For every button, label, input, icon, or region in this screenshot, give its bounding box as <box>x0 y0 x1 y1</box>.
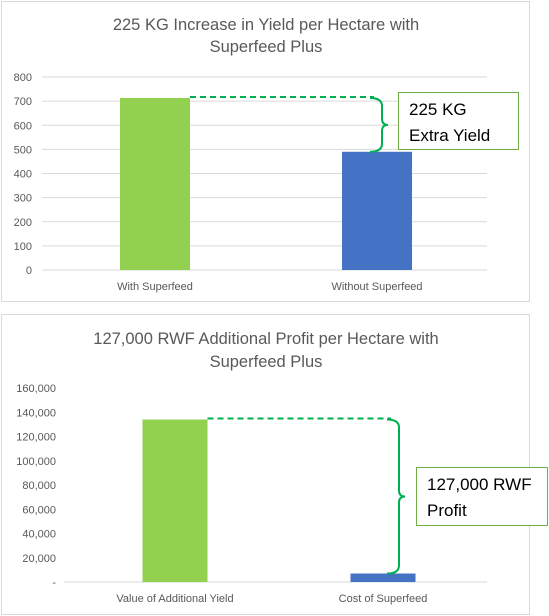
y-tick-label: 100,000 <box>16 456 56 468</box>
bar <box>142 419 208 582</box>
y-tick-label: 140,000 <box>16 407 56 419</box>
callout-line-1: 225 KG <box>409 100 467 119</box>
profit-chart-panel: 127,000 RWF Additional Profit per Hectar… <box>1 314 530 615</box>
y-tick-label: 700 <box>14 96 32 108</box>
y-tick-label: 80,000 <box>22 480 56 492</box>
chart-title-line: 225 KG Increase in Yield per Hectare wit… <box>113 16 419 34</box>
bar <box>342 151 412 270</box>
y-tick-label: 40,000 <box>22 529 56 541</box>
y-tick-label: 0 <box>26 265 32 277</box>
y-tick-label: 120,000 <box>16 432 56 444</box>
yield-chart: 225 KG Increase in Yield per Hectare wit… <box>14 16 487 293</box>
profit-chart: 127,000 RWF Additional Profit per Hectar… <box>16 330 487 605</box>
extra-yield-callout: 225 KG Extra Yield <box>398 92 519 150</box>
y-tick-label: 100 <box>14 241 32 253</box>
callout-line-2: Profit <box>427 501 467 520</box>
category-label: Cost of Superfeed <box>339 593 428 605</box>
category-label: Without Superfeed <box>331 281 422 293</box>
y-tick-label: 60,000 <box>22 504 56 516</box>
callout-line-2: Extra Yield <box>409 126 491 145</box>
y-tick-label: 500 <box>14 144 32 156</box>
y-tick-label: 600 <box>14 120 32 132</box>
y-tick-label: 300 <box>14 193 32 205</box>
y-tick-label: 800 <box>14 72 32 84</box>
chart-title-line: 127,000 RWF Additional Profit per Hectar… <box>93 330 438 348</box>
chart-title-line: Superfeed Plus <box>210 38 323 56</box>
bar <box>350 573 416 582</box>
yield-chart-panel: 225 KG Increase in Yield per Hectare wit… <box>1 1 530 302</box>
y-tick-label: 200 <box>14 217 32 229</box>
chart-title-line: Superfeed Plus <box>210 353 323 371</box>
category-label: Value of Additional Yield <box>116 593 233 605</box>
y-tick-label: - <box>52 577 56 589</box>
difference-bracket <box>386 418 406 575</box>
category-label: With Superfeed <box>117 281 193 293</box>
bar <box>120 97 190 271</box>
profit-callout: 127,000 RWF Profit <box>416 467 548 526</box>
difference-bracket <box>369 96 389 153</box>
y-tick-label: 400 <box>14 169 32 181</box>
callout-line-1: 127,000 RWF <box>427 475 532 494</box>
y-tick-label: 160,000 <box>16 383 56 395</box>
y-tick-label: 20,000 <box>22 553 56 565</box>
